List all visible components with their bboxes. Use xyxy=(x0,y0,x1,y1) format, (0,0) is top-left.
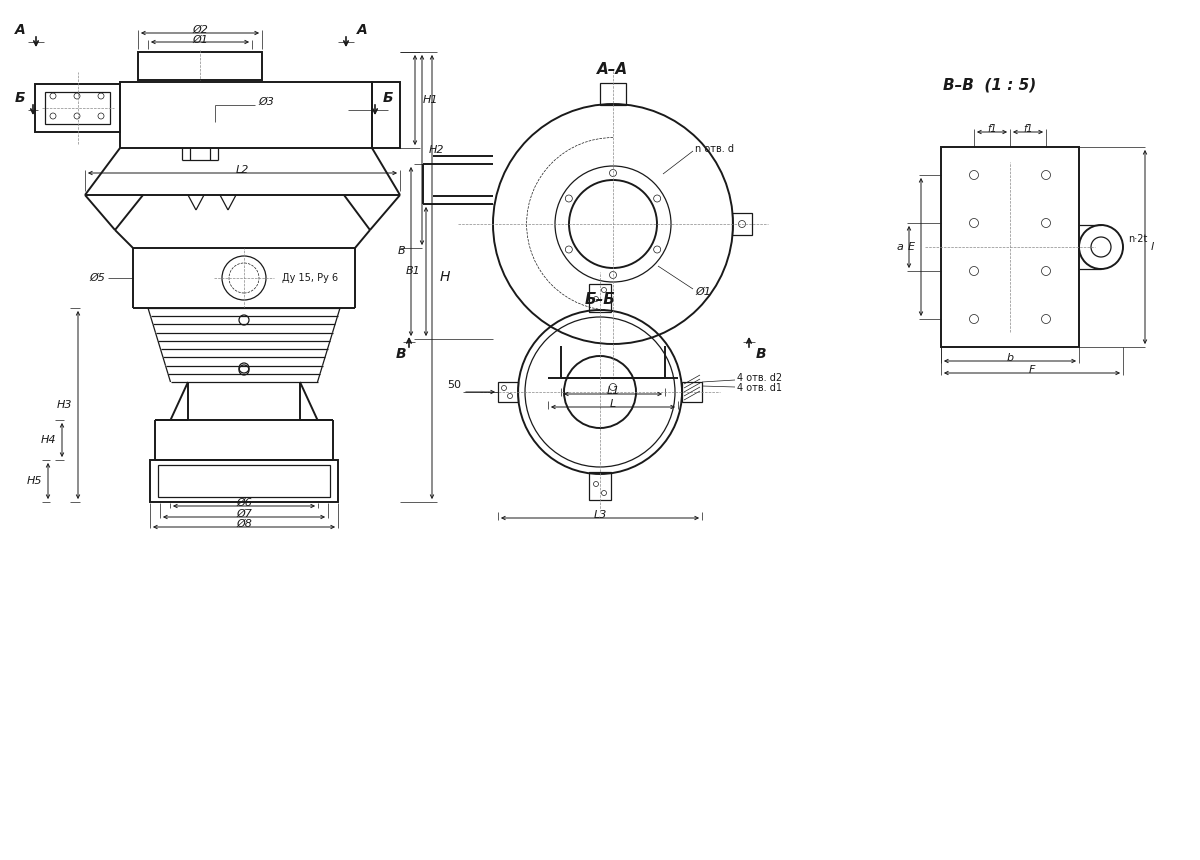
Text: H4: H4 xyxy=(41,435,56,445)
Bar xyxy=(46,92,110,124)
Bar xyxy=(600,83,626,105)
Text: Ø5: Ø5 xyxy=(89,273,106,283)
Bar xyxy=(150,460,338,502)
Text: n·2t: n·2t xyxy=(1128,234,1147,244)
Text: Б–Б: Б–Б xyxy=(584,292,616,308)
Text: А: А xyxy=(14,23,25,37)
Text: H1: H1 xyxy=(424,95,438,105)
Text: B1: B1 xyxy=(406,267,420,277)
Text: b: b xyxy=(1007,353,1014,363)
Text: 50: 50 xyxy=(446,380,461,390)
Bar xyxy=(35,84,120,132)
Text: a: a xyxy=(896,242,904,252)
Text: Ду 15, Ру 6: Ду 15, Ру 6 xyxy=(282,273,338,283)
Text: H: H xyxy=(440,270,450,284)
Text: Ø1: Ø1 xyxy=(695,287,710,297)
Text: Б: Б xyxy=(383,91,394,105)
Bar xyxy=(589,472,611,500)
Text: Б: Б xyxy=(14,91,25,105)
Bar xyxy=(589,284,611,312)
Text: 4 отв. d2: 4 отв. d2 xyxy=(737,373,782,383)
Bar xyxy=(498,382,518,402)
Text: В–В  (1 : 5): В–В (1 : 5) xyxy=(943,77,1037,93)
Text: E: E xyxy=(908,242,916,252)
Text: L: L xyxy=(610,399,616,409)
Bar xyxy=(732,213,752,235)
Text: Ø6: Ø6 xyxy=(236,498,252,508)
Bar xyxy=(120,82,372,148)
Text: B: B xyxy=(397,247,406,256)
Bar xyxy=(941,147,1079,347)
Text: А–А: А–А xyxy=(598,63,629,77)
Bar xyxy=(158,465,330,497)
Text: n отв. d: n отв. d xyxy=(695,144,734,154)
Text: H2: H2 xyxy=(430,145,444,155)
Text: F: F xyxy=(1028,365,1036,375)
Text: L2: L2 xyxy=(236,165,250,175)
Text: 4 отв. d1: 4 отв. d1 xyxy=(737,383,782,393)
Text: Ø1: Ø1 xyxy=(192,35,208,45)
Text: Ø2: Ø2 xyxy=(192,25,208,35)
Text: А: А xyxy=(356,23,367,37)
Text: Ø8: Ø8 xyxy=(236,519,252,529)
Text: H3: H3 xyxy=(56,400,72,410)
Text: f1: f1 xyxy=(988,124,997,134)
Text: f1: f1 xyxy=(1024,124,1033,134)
Text: l: l xyxy=(1151,242,1154,252)
Text: Ø7: Ø7 xyxy=(236,509,252,519)
Text: L1: L1 xyxy=(606,386,619,396)
Text: Ø3: Ø3 xyxy=(258,97,274,107)
Bar xyxy=(682,382,702,402)
Text: В: В xyxy=(396,347,407,361)
Text: L3: L3 xyxy=(593,510,607,520)
Bar xyxy=(372,82,400,148)
Text: В: В xyxy=(756,347,767,361)
Bar xyxy=(138,52,262,80)
Text: H5: H5 xyxy=(26,476,42,486)
